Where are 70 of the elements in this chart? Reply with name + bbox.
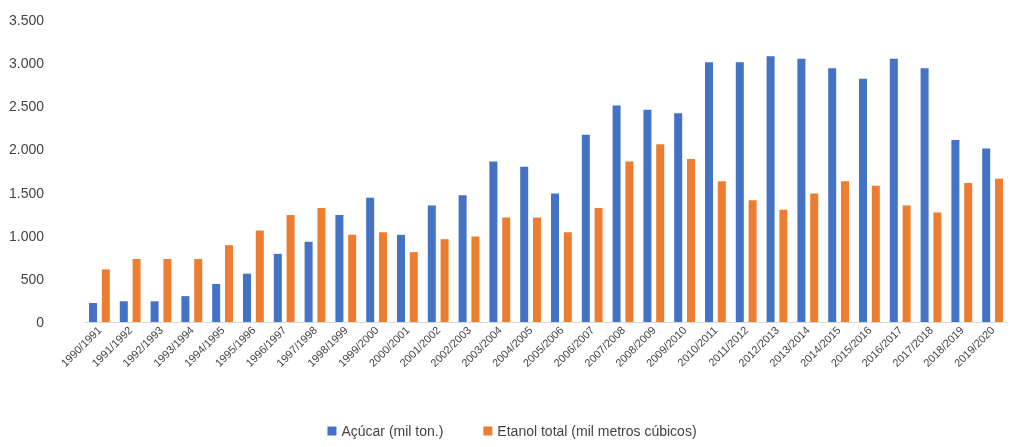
bar — [625, 161, 634, 322]
bar — [920, 68, 929, 322]
bar — [317, 208, 326, 322]
bar — [255, 230, 264, 322]
bar — [440, 239, 449, 322]
bar — [687, 158, 695, 322]
bar — [951, 139, 960, 322]
bar — [225, 245, 233, 322]
bar — [889, 58, 898, 322]
bar — [335, 215, 344, 322]
bar — [212, 284, 221, 322]
bar — [409, 252, 418, 322]
bar — [273, 253, 282, 322]
bar — [304, 241, 313, 322]
bar — [964, 183, 973, 322]
bar — [89, 303, 97, 322]
bar — [902, 205, 911, 322]
legend-label: Açúcar (mil ton.) — [341, 423, 444, 439]
y-tick-label: 3.500 — [8, 12, 45, 28]
bar — [748, 200, 757, 322]
bar — [982, 148, 991, 322]
bar — [101, 269, 110, 322]
bar — [871, 185, 880, 322]
y-tick-label: 2.000 — [8, 141, 45, 158]
bar — [286, 215, 295, 322]
bar — [502, 217, 511, 322]
bar — [132, 259, 141, 322]
bar — [612, 105, 621, 322]
bar — [766, 56, 775, 322]
bar — [489, 161, 498, 322]
bar — [163, 259, 172, 322]
bar — [119, 301, 128, 322]
bar — [859, 78, 867, 322]
bar — [458, 195, 467, 322]
bar — [581, 134, 590, 322]
bar — [194, 259, 203, 322]
bar — [397, 234, 405, 322]
legend-label: Etanol total (mil metros cúbicos) — [497, 423, 697, 439]
bar — [533, 217, 541, 322]
y-tick-label: 500 — [20, 270, 45, 287]
bar — [717, 181, 726, 322]
bar — [779, 209, 788, 322]
bar — [841, 181, 849, 322]
bar — [520, 166, 529, 322]
bar — [797, 58, 806, 322]
y-tick-label: 3.000 — [8, 55, 45, 72]
bar — [594, 208, 603, 322]
y-tick-label: 1.500 — [8, 184, 45, 201]
bar — [348, 234, 357, 322]
bar — [243, 273, 251, 322]
bar — [735, 62, 744, 322]
bar — [828, 68, 837, 322]
bar — [366, 197, 375, 322]
bar — [705, 62, 713, 322]
bar — [551, 193, 559, 322]
y-tick-label: 2.500 — [8, 98, 45, 115]
bar — [674, 113, 683, 322]
bar — [427, 205, 436, 322]
bar — [181, 296, 190, 322]
bar — [471, 236, 480, 322]
bar — [379, 232, 387, 322]
bar — [643, 109, 652, 322]
bar — [656, 144, 665, 322]
y-tick-label: 0 — [36, 314, 45, 330]
bar — [563, 232, 572, 322]
bar — [933, 212, 942, 322]
bar — [810, 193, 819, 322]
bar — [150, 301, 159, 322]
y-tick-label: 1.000 — [8, 227, 45, 244]
bar — [995, 178, 1003, 322]
